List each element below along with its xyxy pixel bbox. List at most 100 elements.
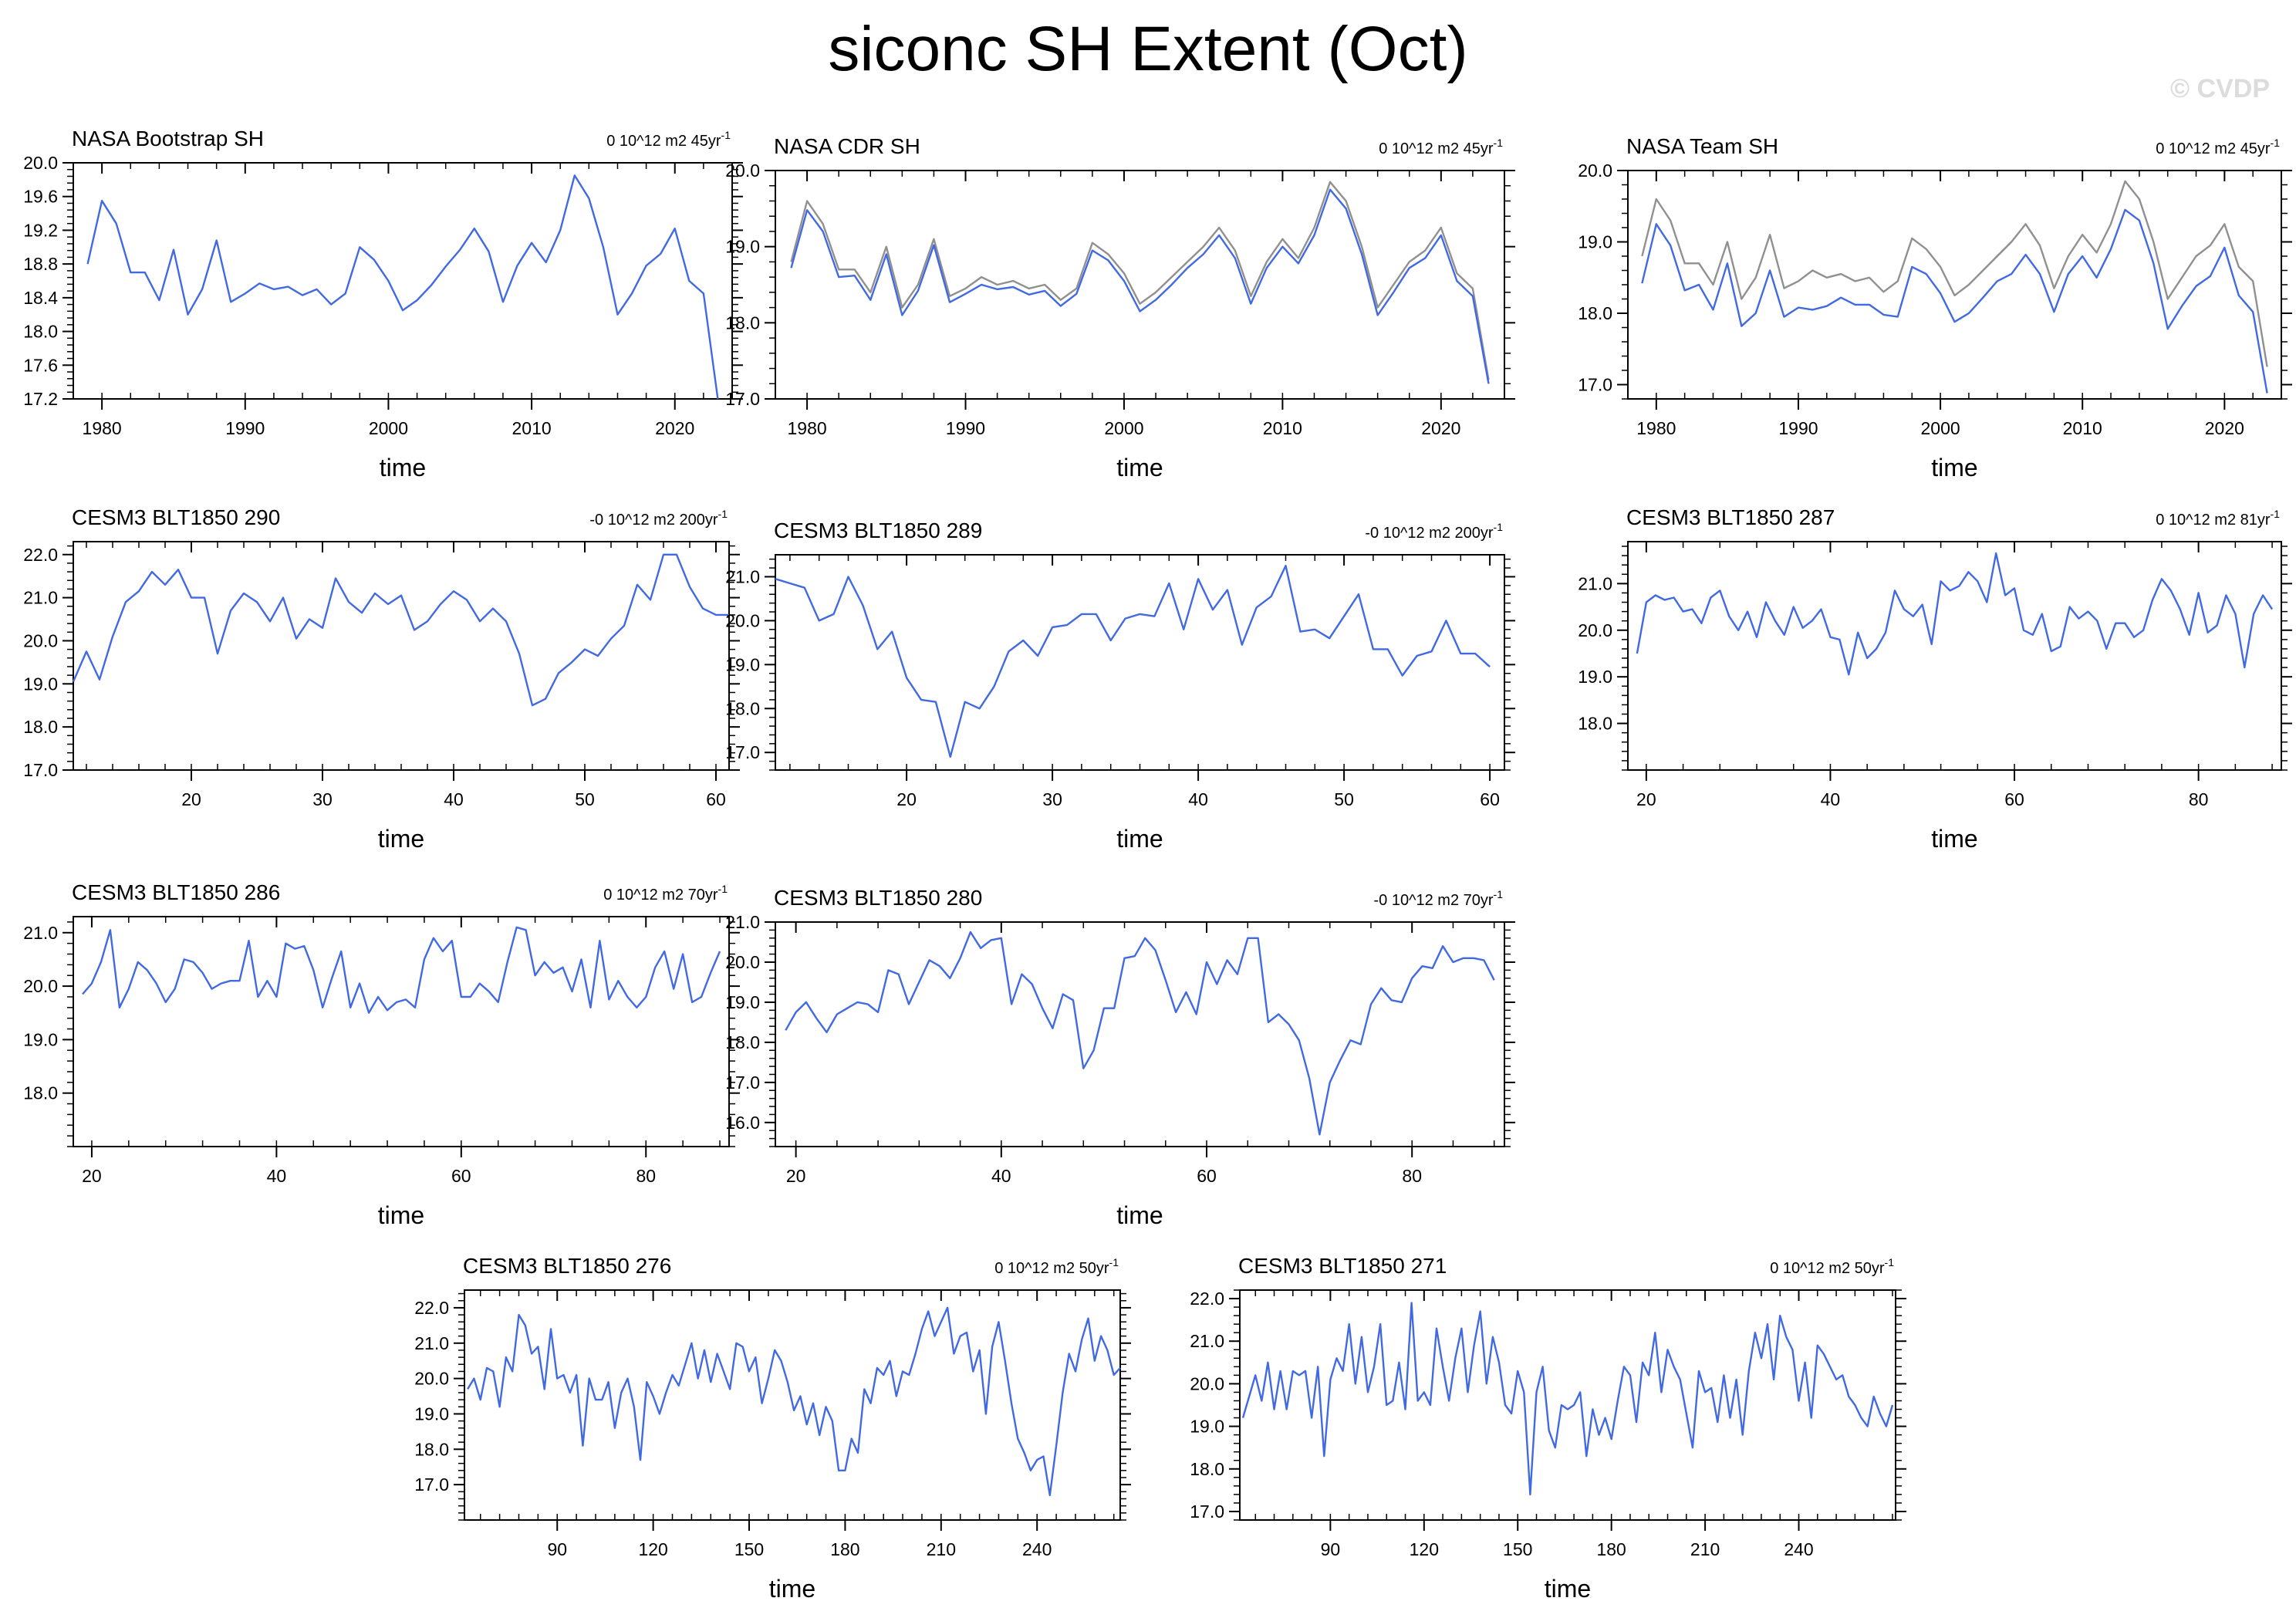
chart-panel-8: CESM3 BLT1850 280 -0 10^12 m2 70yr-1 20 40 6…	[725, 886, 1515, 1229]
y-tick-label: 18.0	[1578, 303, 1612, 323]
x-tick-label: 2010	[2063, 418, 2102, 438]
series-line-1	[82, 926, 721, 1014]
chart-panel-3: NASA Team SH 0 10^12 m2 45yr-1 1980 1990 200…	[1578, 134, 2292, 481]
trend-label: -0 10^12 m2 200yr-1	[1365, 521, 1503, 542]
trend-exponent: -1	[2271, 137, 2281, 149]
y-tick-label: 19.0	[1578, 232, 1612, 252]
x-tick-label: 1990	[1778, 418, 1818, 438]
x-tick-label: 40	[991, 1166, 1011, 1186]
x-tick-label: 60	[706, 789, 726, 809]
plot-frame	[775, 170, 1505, 400]
series-line-1	[1241, 1302, 1894, 1496]
y-tick-label: 18.0	[23, 322, 58, 342]
panel-title: CESM3 BLT1850 289	[774, 519, 982, 542]
chart-panel-10: CESM3 BLT1850 271 0 10^12 m2 50yr-1 90 120 1…	[1190, 1254, 1906, 1603]
x-tick-label: 210	[927, 1539, 956, 1559]
y-tick-label: 18.0	[23, 1083, 58, 1103]
x-tick-label: 180	[830, 1539, 859, 1559]
y-tick-label: 17.6	[23, 355, 58, 375]
panel-title: CESM3 BLT1850 271	[1238, 1254, 1447, 1278]
y-tick-label: 21.0	[23, 923, 58, 943]
y-tick-label: 20.0	[725, 160, 760, 181]
x-tick-label: 20	[82, 1166, 102, 1186]
series-line-1	[1641, 180, 2268, 367]
y-tick-label: 18.4	[23, 288, 58, 308]
y-tick-label: 17.2	[23, 389, 58, 409]
x-tick-label: 80	[2189, 789, 2209, 809]
x-tick-label: 90	[1321, 1539, 1341, 1559]
x-axis-label: time	[1116, 1201, 1163, 1229]
x-tick-label: 20	[786, 1166, 806, 1186]
x-tick-label: 2020	[1421, 418, 1460, 438]
y-tick-label: 18.0	[1190, 1459, 1224, 1479]
y-tick-label: 19.0	[1578, 667, 1612, 687]
x-tick-label: 40	[1821, 789, 1841, 809]
y-tick-label: 17.0	[725, 1072, 760, 1093]
x-tick-label: 2000	[1921, 418, 1960, 438]
x-tick-label: 2020	[655, 418, 694, 438]
x-tick-label: 50	[575, 789, 595, 809]
y-tick-label: 20.0	[414, 1369, 449, 1389]
y-tick-label: 18.0	[725, 698, 760, 718]
x-tick-label: 1980	[83, 418, 122, 438]
chart-panel-1: NASA Bootstrap SH 0 10^12 m2 45yr-1 1980 19…	[23, 127, 743, 481]
trend-label: 0 10^12 m2 45yr-1	[2156, 137, 2280, 157]
x-tick-label: 20	[896, 789, 917, 809]
y-tick-label: 19.2	[23, 220, 58, 240]
plot-frame	[73, 916, 730, 1147]
trend-value: 0 10^12 m2 45yr	[1379, 140, 1494, 157]
plot-frame	[1627, 541, 2282, 771]
x-tick-label: 20	[1636, 789, 1656, 809]
x-axis-label: time	[380, 454, 426, 481]
panel-title: CESM3 BLT1850 290	[72, 505, 280, 529]
x-tick-label: 1990	[225, 418, 265, 438]
trend-label: -0 10^12 m2 70yr-1	[1374, 888, 1504, 909]
y-tick-label: 20.0	[23, 976, 58, 996]
y-tick-label: 20.0	[1578, 160, 1612, 181]
series-line-1	[1636, 552, 2274, 676]
chart-panel-2: NASA CDR SH 0 10^12 m2 45yr-1 1980 1990 2000…	[725, 134, 1515, 481]
chart-panel-9: CESM3 BLT1850 276 0 10^12 m2 50yr-1 90 120 1…	[414, 1254, 1131, 1603]
x-axis-label: time	[769, 1575, 815, 1603]
x-tick-label: 240	[1784, 1539, 1813, 1559]
x-tick-label: 1980	[1636, 418, 1676, 438]
trend-value: -0 10^12 m2 200yr	[1365, 525, 1493, 542]
panel-title: NASA Bootstrap SH	[72, 127, 264, 150]
y-tick-label: 19.6	[23, 187, 58, 207]
x-tick-label: 120	[638, 1539, 667, 1559]
trend-value: 0 10^12 m2 50yr	[1770, 1260, 1885, 1277]
chart-panel-6: CESM3 BLT1850 287 0 10^12 m2 81yr-1 20 40 60…	[1578, 505, 2292, 853]
y-tick-label: 18.0	[725, 1032, 760, 1052]
x-tick-label: 120	[1410, 1539, 1439, 1559]
x-tick-label: 80	[1402, 1166, 1422, 1186]
y-tick-label: 17.0	[414, 1474, 449, 1495]
y-tick-label: 17.0	[1578, 375, 1612, 395]
x-tick-label: 60	[2004, 789, 2024, 809]
trend-exponent: -1	[1494, 137, 1504, 149]
series-line-1	[790, 181, 1490, 380]
x-tick-label: 50	[1334, 789, 1354, 809]
trend-label: 0 10^12 m2 50yr-1	[994, 1256, 1119, 1277]
series-line-1	[467, 1306, 1121, 1497]
y-tick-label: 20.0	[23, 630, 58, 650]
trend-value: 0 10^12 m2 81yr	[2156, 512, 2271, 529]
x-tick-label: 60	[451, 1166, 471, 1186]
chart-panel-5: CESM3 BLT1850 289 -0 10^12 m2 200yr-1 20 30…	[725, 519, 1515, 853]
y-tick-label: 18.0	[23, 717, 58, 737]
trend-exponent: -1	[1494, 521, 1504, 533]
trend-value: 0 10^12 m2 70yr	[603, 887, 718, 904]
y-tick-label: 20.0	[1578, 620, 1612, 640]
x-tick-label: 2020	[2205, 418, 2244, 438]
x-tick-label: 40	[1188, 789, 1208, 809]
trend-value: -0 10^12 m2 70yr	[1374, 892, 1494, 909]
y-tick-label: 21.0	[725, 912, 760, 932]
y-tick-label: 18.0	[414, 1439, 449, 1459]
page-title: siconc SH Extent (Oct)	[828, 14, 1468, 84]
y-tick-label: 17.0	[23, 760, 58, 780]
x-tick-label: 1980	[788, 418, 827, 438]
x-axis-label: time	[1545, 1575, 1591, 1603]
x-tick-label: 2010	[1263, 418, 1302, 438]
trend-exponent: -1	[1109, 1256, 1119, 1268]
y-tick-label: 21.0	[23, 588, 58, 608]
